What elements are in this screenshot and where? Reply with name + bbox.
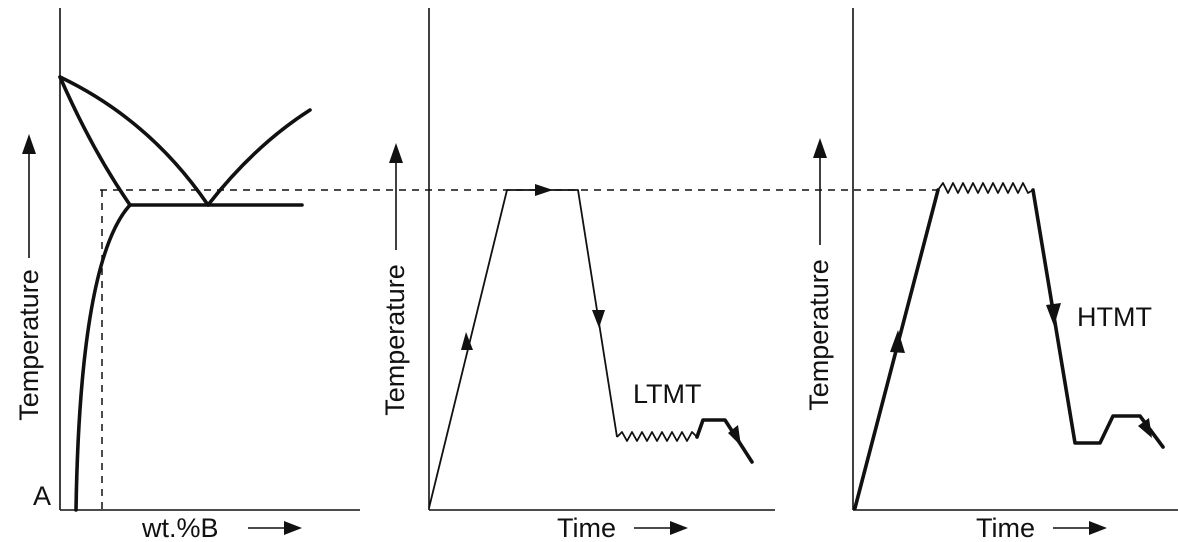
solvus-curve	[74, 203, 132, 512]
ltmt-aging-path	[695, 418, 754, 464]
ltmt-cycle-path	[428, 189, 618, 509]
solidus-curve	[58, 75, 132, 207]
htmt-cooling-arrow	[1046, 303, 1061, 326]
phase-diagram-panel: Temperature A wt.%B	[14, 8, 360, 542]
htmt-xlabel: Time	[976, 513, 1035, 542]
htmt-ylabel: Temperature	[804, 259, 834, 411]
ltmt-xlabel-arrow	[634, 521, 688, 535]
phase-diagram-ylabel-arrow	[22, 134, 36, 258]
htmt-heating-arrow	[890, 330, 905, 353]
htmt-xlabel-arrow	[1053, 521, 1107, 535]
ltmt-ylabel-arrow	[389, 143, 403, 250]
phase-diagram-ylabel: Temperature	[14, 269, 44, 421]
ltmt-panel: LTMT Temperature Time	[380, 8, 775, 542]
ltmt-deformation-zigzag	[616, 431, 698, 442]
liquidus-curve-left	[58, 75, 210, 207]
htmt-aging-arrow	[1138, 418, 1152, 438]
htmt-ylabel-arrow	[813, 138, 827, 245]
ltmt-ylabel: Temperature	[380, 264, 410, 416]
ltmt-xlabel: Time	[557, 513, 616, 542]
ltmt-aging-arrow	[728, 425, 741, 446]
phase-diagram-xlabel-arrow	[248, 521, 302, 535]
htmt-deformation-zigzag	[937, 182, 1034, 194]
htmt-panel: HTMT Temperature Time	[804, 8, 1178, 542]
htmt-cooling-path	[1031, 188, 1165, 449]
htmt-process-label: HTMT	[1077, 302, 1152, 332]
phase-diagram-origin-label: A	[33, 481, 51, 511]
ltmt-cooling-arrow	[592, 310, 605, 328]
liquidus-curve-right	[206, 108, 312, 207]
ltmt-hold-arrow	[535, 184, 553, 196]
ltmt-heating-arrow	[461, 332, 473, 350]
ltmt-process-label: LTMT	[633, 379, 702, 409]
phase-diagram-xlabel: wt.%B	[141, 513, 219, 542]
